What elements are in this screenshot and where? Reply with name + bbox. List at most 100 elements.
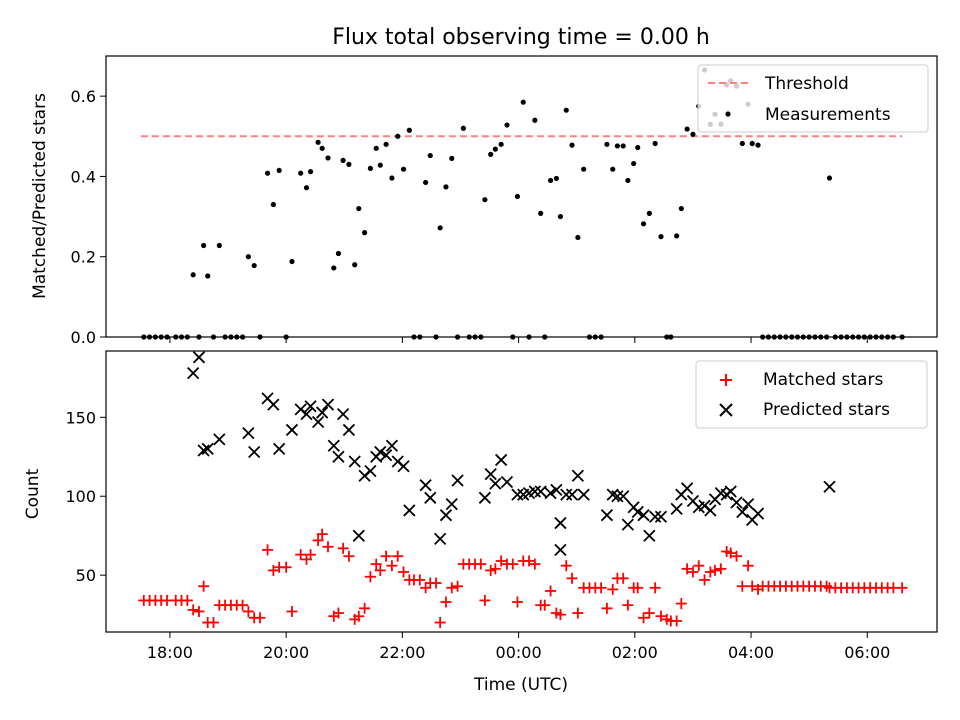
predicted-star-point — [631, 505, 644, 519]
predicted-star-point — [316, 406, 329, 419]
predicted-star-point — [724, 485, 737, 498]
predicted-star-point — [197, 444, 210, 457]
predicted-star-point — [550, 483, 563, 497]
matched-star-point — [430, 577, 442, 589]
measurement-point — [276, 167, 282, 174]
measurement-point — [377, 162, 383, 168]
matched-star-point — [353, 610, 365, 622]
measurement-point — [678, 205, 684, 212]
matched-star-point — [254, 612, 266, 624]
predicted-star-point — [385, 439, 399, 452]
predicted-star-point — [352, 529, 365, 542]
matched-stars-legend-label: Matched stars — [763, 370, 883, 390]
matched-star-point — [332, 607, 344, 619]
matched-star-point — [208, 617, 220, 629]
measurement-point — [325, 155, 331, 161]
matched-star-point — [374, 564, 386, 576]
matched-star-point — [242, 605, 254, 617]
measurement-point — [437, 225, 443, 231]
matched-star-point — [280, 561, 292, 573]
measurement-point — [684, 126, 690, 132]
predicted-star-point — [348, 455, 361, 468]
top-axes-frame — [105, 55, 938, 338]
matched-star-point — [681, 563, 693, 575]
measurement-point — [307, 169, 314, 175]
predicted-star-point — [654, 510, 668, 523]
predicted-star-point — [434, 532, 447, 545]
top-panel: 0.0 0.2 0.4 0.6 Matched/Predicted stars Thr… — [30, 55, 938, 347]
bottom-legend: Matched stars Predicted stars — [695, 360, 928, 429]
matched-star-point — [566, 572, 578, 584]
measurement-point — [406, 127, 412, 133]
matched-star-point — [622, 599, 634, 611]
measurement-point — [547, 177, 554, 184]
top-x-ticks — [169, 337, 868, 343]
measurement-point — [553, 175, 559, 182]
matched-star-point — [655, 610, 667, 622]
matched-star-point — [359, 602, 371, 614]
x-tick-label: 22:00 — [379, 643, 425, 662]
matched-star-point — [237, 599, 249, 611]
predicted-star-point — [336, 408, 350, 421]
matched-star-point — [262, 544, 274, 556]
matched-star-point — [638, 612, 650, 624]
predicted-star-point — [321, 398, 335, 411]
matched-star-point — [286, 605, 298, 617]
measurement-point — [460, 125, 466, 131]
matched-star-point — [305, 549, 317, 561]
top-y-tick-label: 0.4 — [71, 167, 96, 186]
predicted-star-point — [554, 543, 567, 557]
top-y-tick-label: 0.2 — [71, 248, 96, 267]
measurement-point — [631, 160, 637, 167]
measurement-point — [346, 161, 352, 167]
measurement-point — [569, 142, 575, 148]
measurement-point — [303, 185, 310, 191]
measurement-point — [755, 142, 761, 148]
matched-star-point — [475, 558, 487, 570]
measurement-point — [443, 184, 449, 190]
matched-star-point — [731, 550, 743, 562]
bottom-y-tick-label: 100 — [65, 487, 96, 506]
measurements-legend-label: Measurements — [765, 105, 891, 125]
measurement-point — [427, 152, 433, 159]
matched-star-point — [742, 560, 754, 572]
measurement-point — [298, 170, 304, 176]
matched-star-point — [529, 558, 541, 570]
predicted-star-point — [560, 488, 573, 501]
measurement-point — [270, 201, 276, 208]
predicted-star-point — [285, 423, 299, 437]
measurement-point — [557, 213, 564, 220]
measurement-point — [498, 141, 504, 147]
matched-star-point — [725, 547, 737, 559]
predicted-star-point — [680, 482, 694, 495]
matched-star-point — [607, 583, 619, 595]
matched-star-point — [440, 596, 452, 608]
predicted-star-point — [374, 445, 387, 459]
predicted-star-point — [445, 497, 458, 511]
top-y-tick-label: 0.6 — [71, 87, 96, 106]
measurement-point — [581, 166, 587, 172]
matched-star-point — [198, 580, 210, 592]
predicted-star-point — [511, 488, 524, 501]
x-tick-label: 02:00 — [612, 643, 658, 662]
matched-star-point — [746, 580, 758, 592]
matched-star-point — [489, 563, 501, 575]
predicted-star-point — [478, 491, 492, 504]
predicted-star-point — [736, 505, 749, 519]
predicted-star-point — [741, 497, 755, 511]
measurement-point — [251, 262, 257, 269]
predicted-star-point — [192, 351, 206, 364]
matched-star-point — [398, 566, 410, 578]
bottom-y-tick-label: 150 — [65, 408, 96, 427]
matched-star-point — [545, 585, 557, 597]
measurement-point — [315, 139, 321, 145]
matched-star-point — [322, 541, 334, 553]
predicted-star-point — [242, 426, 255, 440]
bottom-y-axis-label: Count — [23, 468, 43, 519]
measurement-point — [340, 157, 346, 163]
predicted-star-point — [419, 479, 432, 492]
predicted-star-point — [571, 469, 585, 482]
matched-star-point — [709, 564, 721, 576]
matched-star-point — [649, 582, 661, 594]
predicted-star-point — [311, 415, 325, 429]
